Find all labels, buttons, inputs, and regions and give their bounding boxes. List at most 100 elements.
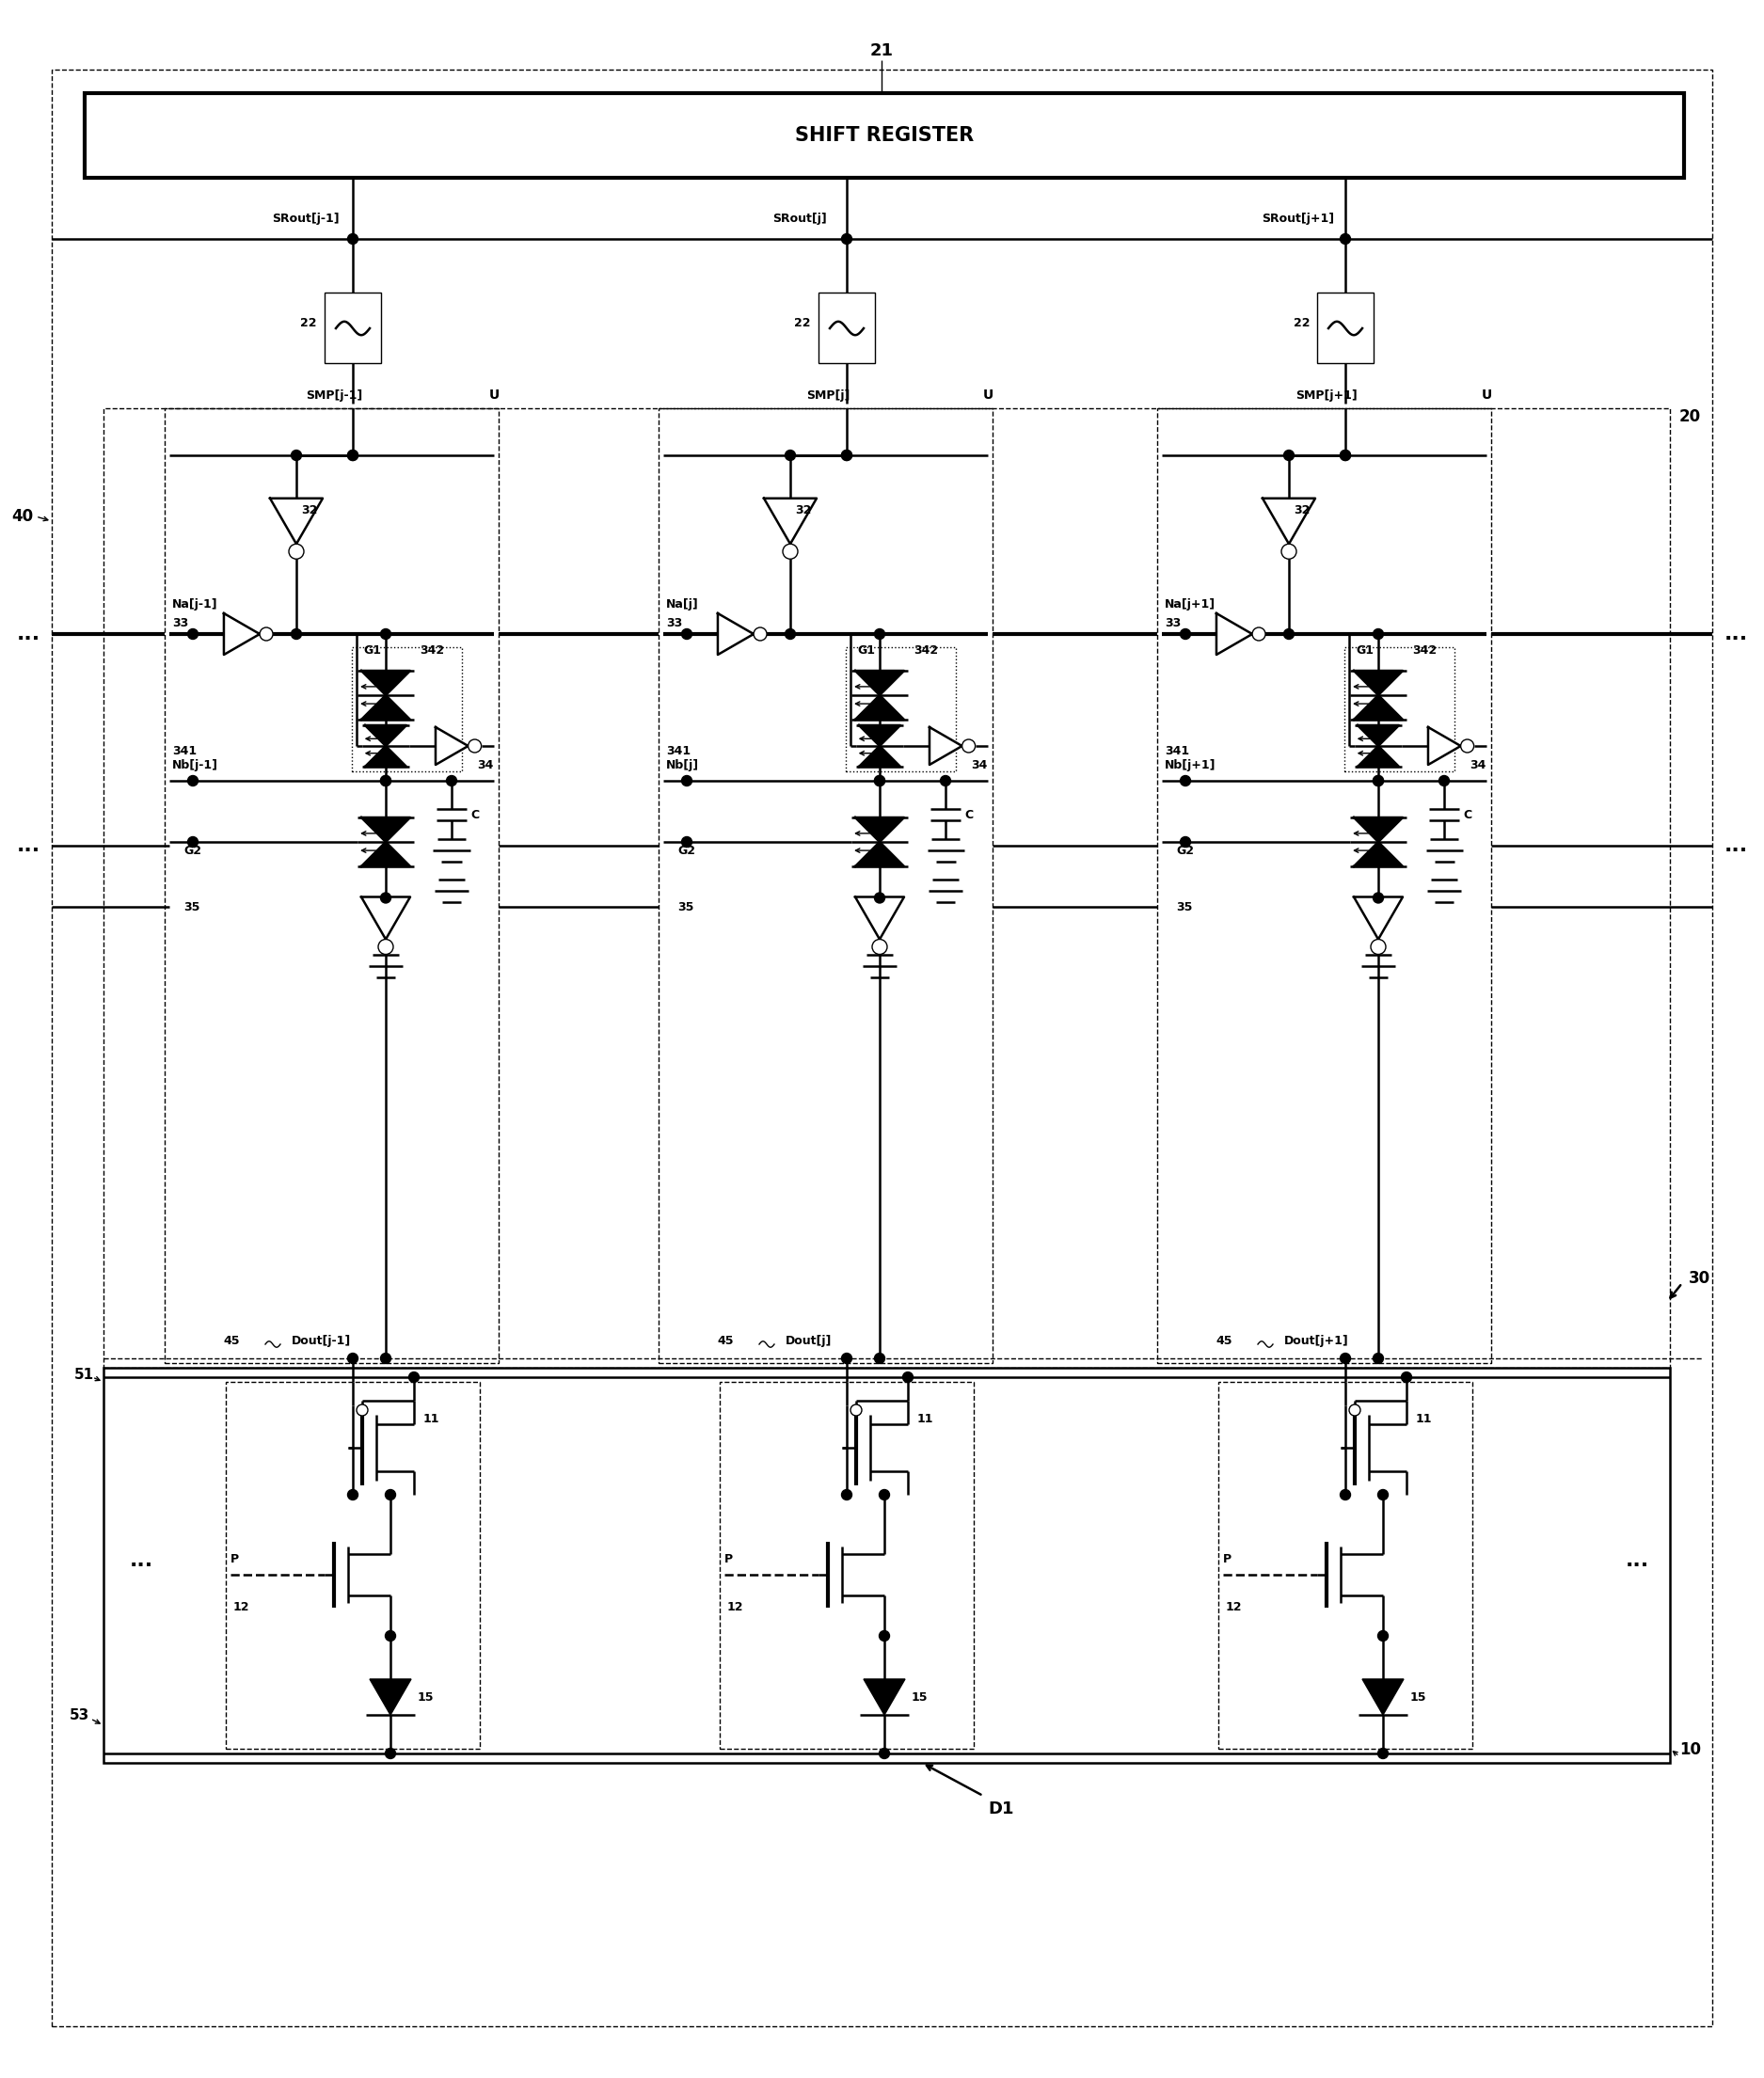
- Text: 15: 15: [912, 1691, 928, 1704]
- Text: Dout[j+1]: Dout[j+1]: [1284, 1334, 1349, 1347]
- Polygon shape: [365, 725, 406, 746]
- Text: 51: 51: [74, 1367, 93, 1382]
- Text: 30: 30: [1688, 1270, 1711, 1286]
- Circle shape: [1439, 775, 1450, 785]
- Polygon shape: [1353, 898, 1402, 939]
- Text: 22: 22: [300, 318, 318, 330]
- Circle shape: [1378, 1631, 1388, 1642]
- Text: Nb[j]: Nb[j]: [667, 758, 699, 771]
- Circle shape: [850, 1405, 863, 1415]
- Bar: [164, 407, 499, 1363]
- Text: 32: 32: [796, 505, 811, 517]
- Bar: [1344, 646, 1455, 771]
- Text: 45: 45: [718, 1334, 734, 1347]
- Circle shape: [385, 1490, 395, 1500]
- Text: Nb[j+1]: Nb[j+1]: [1164, 758, 1215, 771]
- Circle shape: [446, 775, 457, 785]
- Text: SMP[j-1]: SMP[j-1]: [305, 389, 362, 401]
- Text: SRout[j+1]: SRout[j+1]: [1261, 212, 1335, 224]
- Circle shape: [841, 451, 852, 461]
- Circle shape: [878, 1490, 889, 1500]
- Circle shape: [1341, 451, 1351, 461]
- Polygon shape: [859, 725, 900, 746]
- Circle shape: [1284, 630, 1295, 640]
- Text: 15: 15: [1409, 1691, 1427, 1704]
- Text: 11: 11: [423, 1413, 439, 1426]
- Text: ...: ...: [1723, 835, 1748, 854]
- Text: 45: 45: [1215, 1334, 1233, 1347]
- Circle shape: [259, 628, 273, 640]
- Text: 33: 33: [173, 617, 189, 630]
- Polygon shape: [856, 696, 905, 719]
- Text: 35: 35: [1177, 902, 1192, 914]
- Text: U: U: [1482, 389, 1492, 401]
- Circle shape: [841, 1353, 852, 1363]
- Polygon shape: [224, 613, 259, 655]
- Circle shape: [1378, 1748, 1388, 1758]
- Circle shape: [753, 628, 767, 640]
- Circle shape: [785, 451, 796, 461]
- Circle shape: [356, 1405, 369, 1415]
- Circle shape: [681, 837, 691, 848]
- Text: 342: 342: [914, 644, 938, 657]
- Circle shape: [291, 451, 302, 461]
- Bar: [85, 94, 1685, 179]
- Polygon shape: [1263, 499, 1316, 544]
- Circle shape: [381, 775, 392, 785]
- Text: 21: 21: [870, 42, 893, 60]
- Polygon shape: [864, 1679, 905, 1714]
- Circle shape: [291, 630, 302, 640]
- Text: SMP[j+1]: SMP[j+1]: [1295, 389, 1358, 401]
- Text: 22: 22: [1293, 318, 1309, 330]
- Text: ...: ...: [16, 835, 41, 854]
- Text: C: C: [1462, 808, 1471, 821]
- Circle shape: [1372, 1353, 1383, 1363]
- Bar: [1157, 407, 1491, 1363]
- Text: 35: 35: [677, 902, 693, 914]
- Polygon shape: [1353, 671, 1402, 696]
- Text: Nb[j-1]: Nb[j-1]: [173, 758, 219, 771]
- Circle shape: [878, 1748, 889, 1758]
- Circle shape: [878, 1631, 889, 1642]
- Circle shape: [1349, 1405, 1360, 1415]
- Circle shape: [1341, 451, 1351, 461]
- Text: 22: 22: [794, 318, 811, 330]
- Circle shape: [841, 233, 852, 243]
- Text: SHIFT REGISTER: SHIFT REGISTER: [796, 127, 974, 145]
- Text: 33: 33: [667, 617, 683, 630]
- Bar: [351, 646, 462, 771]
- Polygon shape: [362, 671, 411, 696]
- Circle shape: [381, 894, 392, 904]
- Bar: [1219, 1382, 1473, 1750]
- Text: G2: G2: [183, 846, 201, 858]
- Polygon shape: [1362, 1679, 1404, 1714]
- Text: G2: G2: [1177, 846, 1194, 858]
- Circle shape: [1341, 233, 1351, 243]
- Circle shape: [409, 1371, 420, 1382]
- Text: U: U: [489, 389, 499, 401]
- Text: P: P: [231, 1552, 240, 1565]
- Text: C: C: [471, 808, 480, 821]
- Circle shape: [841, 451, 852, 461]
- Circle shape: [348, 451, 358, 461]
- Circle shape: [1401, 1371, 1411, 1382]
- Circle shape: [903, 1371, 914, 1382]
- Circle shape: [187, 630, 198, 640]
- Text: 342: 342: [1413, 644, 1438, 657]
- Polygon shape: [1358, 746, 1399, 767]
- Polygon shape: [370, 1679, 411, 1714]
- Circle shape: [681, 775, 691, 785]
- Circle shape: [681, 630, 691, 640]
- Circle shape: [1252, 628, 1265, 640]
- Text: 10: 10: [1679, 1741, 1700, 1758]
- Text: G1: G1: [1357, 644, 1374, 657]
- Text: 341: 341: [667, 744, 691, 756]
- Polygon shape: [764, 499, 817, 544]
- Circle shape: [785, 630, 796, 640]
- Text: Na[j-1]: Na[j-1]: [173, 598, 219, 611]
- Bar: [104, 407, 1671, 1367]
- Circle shape: [1372, 775, 1383, 785]
- Circle shape: [1180, 837, 1191, 848]
- Text: Dout[j-1]: Dout[j-1]: [291, 1334, 351, 1347]
- Text: 20: 20: [1679, 407, 1700, 426]
